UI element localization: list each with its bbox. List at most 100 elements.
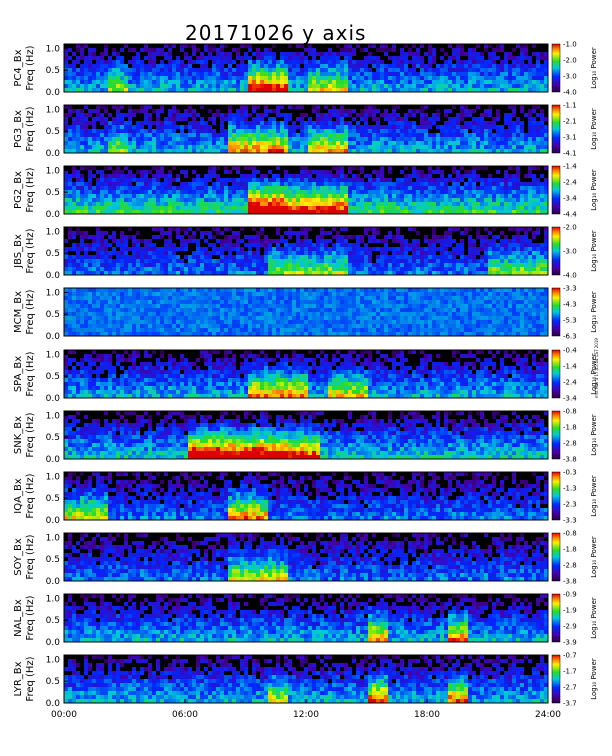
spectrogram-cell xyxy=(532,105,536,109)
spectrogram-cell xyxy=(108,255,112,259)
spectrogram-cell xyxy=(460,202,464,206)
spectrogram-cell xyxy=(140,263,144,267)
spectrogram-cell xyxy=(436,166,440,170)
spectrogram-cell xyxy=(212,247,216,251)
spectrogram-cell xyxy=(160,105,164,109)
spectrogram-cell xyxy=(340,170,344,174)
spectrogram-cell xyxy=(492,178,496,182)
spectrogram-cell xyxy=(192,129,196,133)
spectrogram-cell xyxy=(228,56,232,60)
spectrogram-cell xyxy=(248,88,252,92)
spectrogram-cell xyxy=(88,235,92,239)
spectrogram-cell xyxy=(460,255,464,259)
spectrogram-cell xyxy=(360,206,364,210)
spectrogram-cell xyxy=(260,267,264,271)
spectrogram-cell xyxy=(220,255,224,259)
spectrogram-cell xyxy=(480,178,484,182)
spectrogram-cell xyxy=(288,133,292,137)
spectrogram-cell xyxy=(380,44,384,48)
spectrogram-cell xyxy=(192,198,196,202)
spectrogram-cell xyxy=(332,113,336,117)
spectrogram-cell xyxy=(304,243,308,247)
spectrogram-cell xyxy=(212,251,216,255)
spectrogram-cell xyxy=(540,88,544,92)
spectrogram-cell xyxy=(364,198,368,202)
spectrogram-cell xyxy=(476,198,480,202)
spectrogram-cell xyxy=(352,60,356,64)
spectrogram-cell xyxy=(120,259,124,263)
spectrogram-cell xyxy=(344,44,348,48)
spectrogram-cell xyxy=(184,267,188,271)
spectrogram-cell xyxy=(260,263,264,267)
spectrogram-cell xyxy=(484,255,488,259)
spectrogram-cell xyxy=(452,202,456,206)
spectrogram-cell xyxy=(380,186,384,190)
spectrogram-cell xyxy=(176,117,180,121)
spectrogram-cell xyxy=(384,271,388,275)
spectrogram-cell xyxy=(212,243,216,247)
spectrogram-cell xyxy=(368,141,372,145)
spectrogram-cell xyxy=(128,206,132,210)
spectrogram-cell xyxy=(232,68,236,72)
y-tick-label: 1.0 xyxy=(46,105,61,115)
spectrogram-cell xyxy=(500,247,504,251)
spectrogram-cell xyxy=(516,121,520,125)
spectrogram-cell xyxy=(408,247,412,251)
spectrogram-cell xyxy=(260,178,264,182)
spectrogram-cell xyxy=(248,166,252,170)
spectrogram-cell xyxy=(280,129,284,133)
spectrogram-cell xyxy=(424,247,428,251)
spectrogram-cell xyxy=(188,227,192,231)
spectrogram-cell xyxy=(116,109,120,113)
spectrogram-cell xyxy=(340,137,344,141)
spectrogram-cell xyxy=(488,72,492,76)
spectrogram-cell xyxy=(64,186,68,190)
spectrogram-cell xyxy=(500,259,504,263)
spectrogram-cell xyxy=(144,251,148,255)
spectrogram-cell xyxy=(404,255,408,259)
spectrogram-cell xyxy=(252,210,256,214)
spectrogram-cell xyxy=(244,235,248,239)
spectrogram-cell xyxy=(300,121,304,125)
spectrogram-cell xyxy=(296,60,300,64)
spectrogram-cell xyxy=(220,206,224,210)
spectrogram-cell xyxy=(88,190,92,194)
spectrogram-cell xyxy=(140,80,144,84)
spectrogram-cell xyxy=(468,251,472,255)
spectrogram-cell xyxy=(348,48,352,52)
spectrogram-cell xyxy=(64,76,68,80)
spectrogram-cell xyxy=(472,166,476,170)
spectrogram-cell xyxy=(536,178,540,182)
spectrogram-cell xyxy=(168,56,172,60)
spectrogram-cell xyxy=(536,247,540,251)
spectrogram-cell xyxy=(88,198,92,202)
spectrogram-cell xyxy=(72,68,76,72)
spectrogram-cell xyxy=(532,186,536,190)
spectrogram-cell xyxy=(360,190,364,194)
spectrogram-cell xyxy=(328,170,332,174)
spectrogram-cell xyxy=(164,186,168,190)
spectrogram-cell xyxy=(164,190,168,194)
spectrogram-cell xyxy=(412,68,416,72)
spectrogram-cell xyxy=(300,44,304,48)
spectrogram-cell xyxy=(108,202,112,206)
spectrogram-cell xyxy=(152,267,156,271)
spectrogram-cell xyxy=(468,170,472,174)
spectrogram-cell xyxy=(104,68,108,72)
spectrogram-cell xyxy=(152,88,156,92)
spectrogram-cell xyxy=(156,194,160,198)
spectrogram-cell xyxy=(168,186,172,190)
spectrogram-cell xyxy=(324,117,328,121)
spectrogram-cell xyxy=(180,137,184,141)
spectrogram-cell xyxy=(64,259,68,263)
spectrogram-cell xyxy=(388,129,392,133)
spectrogram-cell xyxy=(428,52,432,56)
spectrogram-cell xyxy=(72,292,76,296)
spectrogram-cell xyxy=(452,72,456,76)
spectrogram-cell xyxy=(136,271,140,275)
spectrogram-cell xyxy=(372,44,376,48)
spectrogram-cell xyxy=(324,243,328,247)
spectrogram-cell xyxy=(324,105,328,109)
spectrogram-cell xyxy=(156,149,160,153)
spectrogram-cell xyxy=(148,113,152,117)
